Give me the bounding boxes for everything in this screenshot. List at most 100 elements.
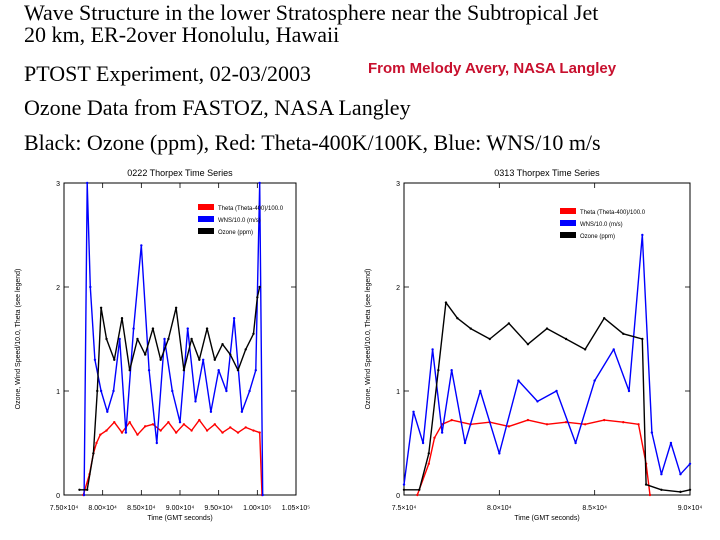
chart1-series-wns-point [99,389,103,393]
chart1-x-tick-label: 1.00×10⁵ [243,505,271,512]
chart1-series-wns-point [258,181,261,185]
chart2-series-ozone-point [641,337,644,341]
chart1-series-wns-point [248,389,251,393]
title-line-2: 20 km, ER-2over Honolulu, Hawaii [24,22,340,47]
chart1-series-theta-point [258,431,261,434]
chart2-series-wns-line [403,234,691,485]
chart1-series-theta-point [167,421,170,424]
chart1-series-ozone-point [174,306,178,309]
chart1-series-ozone-point [105,337,108,341]
experiment-line: PTOST Experiment, 02-03/2003 [24,61,312,86]
chart2-series-ozone-point [688,488,692,491]
chart1-series-ozone-point [252,332,255,335]
chart1-series-theta-point [182,423,186,426]
title-line-1: Wave Structure in the lower Stratosphere… [24,0,599,25]
chart1-series-theta-point [221,431,224,434]
chart1-x-tick-label: 9.00×10⁴ [166,505,195,512]
chart2-y-tick-label: 0 [396,493,400,500]
chart1-series-wns-point [106,410,109,413]
chart1-series-wns-point [171,389,174,393]
chart1-series-ozone-point [190,337,193,341]
chart1-series-theta-point [213,423,216,426]
chart1-legend-swatch-ozone [198,228,214,234]
chart1-series-wns-point [86,181,89,185]
chart2-legend-label-wns: WNS/10.0 (m/s) [580,222,623,228]
chart2-series-theta-point [416,493,419,497]
chart2-series-wns-point [574,441,577,445]
chart1-series-theta-point [236,431,240,434]
chart1-series-ozone-point [221,343,224,346]
chart2-x-tick-label: 8.0×10⁴ [487,505,512,512]
chart2-title: 0313 Thorpex Time Series [494,168,600,178]
credit-label: From Melody Avery, NASA Langley [368,60,617,77]
chart1-series-wns-point [82,493,86,497]
chart2-series-wns-point [402,483,406,486]
chart2-series-ozone-point [507,322,511,325]
chart2-series-theta-point [545,423,549,426]
chart1-series-wns-point [225,389,228,393]
chart1-series-wns-line [83,182,264,496]
chart2-series-ozone-point [469,327,472,330]
chart1-series-ozone-point [258,285,261,289]
chart1-series-wns-point [194,400,197,403]
chart2-series-theta-point [603,418,606,422]
chart1-series-wns-point [132,327,135,330]
chart1-series-theta-point [198,418,201,422]
chart2-series-ozone-point [526,343,530,346]
legend-description-line: Black: Ozone (ppm), Red: Theta-400K/100K… [24,130,601,155]
chart1-series-theta-point [120,431,124,434]
chart2-series-wns-point [498,452,501,455]
chart2-x-tick-label: 8.5×10⁴ [582,505,607,512]
chart2-series-theta-point [507,425,511,428]
chart1-series-wns-point [240,410,244,413]
chart2-series-theta-point [433,436,436,439]
chart2-series-wns-point [517,379,520,382]
chart2-series-ozone-point [456,317,459,320]
chart2-plot-frame [403,182,691,496]
chart2-series-wns-point [450,369,453,372]
chart2-series-ozone-line [404,301,691,493]
chart2-series-ozone-point [564,337,568,341]
chart1-series-theta-point [151,423,155,426]
chart2-series-wns-point [679,473,682,476]
chart2-legend-swatch-wns [560,220,576,226]
chart1-series-wns-point [89,285,92,289]
chart1-series-theta-point [95,441,98,445]
chart1-legend-label-theta: Theta (Theta-400)/100.0 [218,206,284,212]
chart2-x-axis-label: Time (GMT seconds) [514,515,579,522]
chart1-series-theta-point [205,429,209,432]
chart2-series-wns-point [688,462,692,465]
chart1-x-tick-label: 8.50×10⁴ [127,505,156,512]
chart1-series-wns-point [202,358,205,361]
chart2-series-theta-point [564,421,568,424]
chart2-series-theta-point [622,421,625,424]
chart1-series-wns-point [163,337,166,341]
chart2-y-tick-label: 1 [396,389,400,396]
chart1-x-tick-label: 9.50×10⁴ [204,505,233,512]
chart1-series-theta-point [99,433,102,436]
chart1-y-tick-label: 0 [56,493,60,500]
chart1-series-ozone-point [128,369,131,372]
chart1-series-wns-point [186,327,189,330]
chart1-series-ozone-point [236,369,240,372]
chart2-series-ozone-point [418,488,421,491]
chart1-x-tick-label: 7.50×10⁴ [50,505,79,512]
chart1-series-ozone-point [256,296,259,299]
chart2-series-wns-point [660,473,663,476]
chart2-legend-swatch-theta [560,208,576,214]
chart2-series-ozone-point [427,452,430,455]
chart2-y-tick-label: 3 [396,181,400,188]
chart1-series-ozone-point [96,389,99,393]
chart1-series-ozone-point [159,358,162,361]
chart1-series-ozone-point [167,337,170,341]
chart1-series-theta-point [144,425,147,428]
chart2-series-ozone-point [660,488,663,491]
chart1-series-ozone-point [198,358,201,361]
chart1-series-ozone-point [213,358,216,361]
chart1-series-ozone-line [79,286,261,491]
chart2-y-axis-label: Ozone, Wind Speed/10.0, Theta (see legen… [365,269,372,410]
chart1-series-wns-point [140,244,143,247]
chart1-series-ozone-point [144,353,147,356]
chart1-series-wns-point [124,431,128,434]
